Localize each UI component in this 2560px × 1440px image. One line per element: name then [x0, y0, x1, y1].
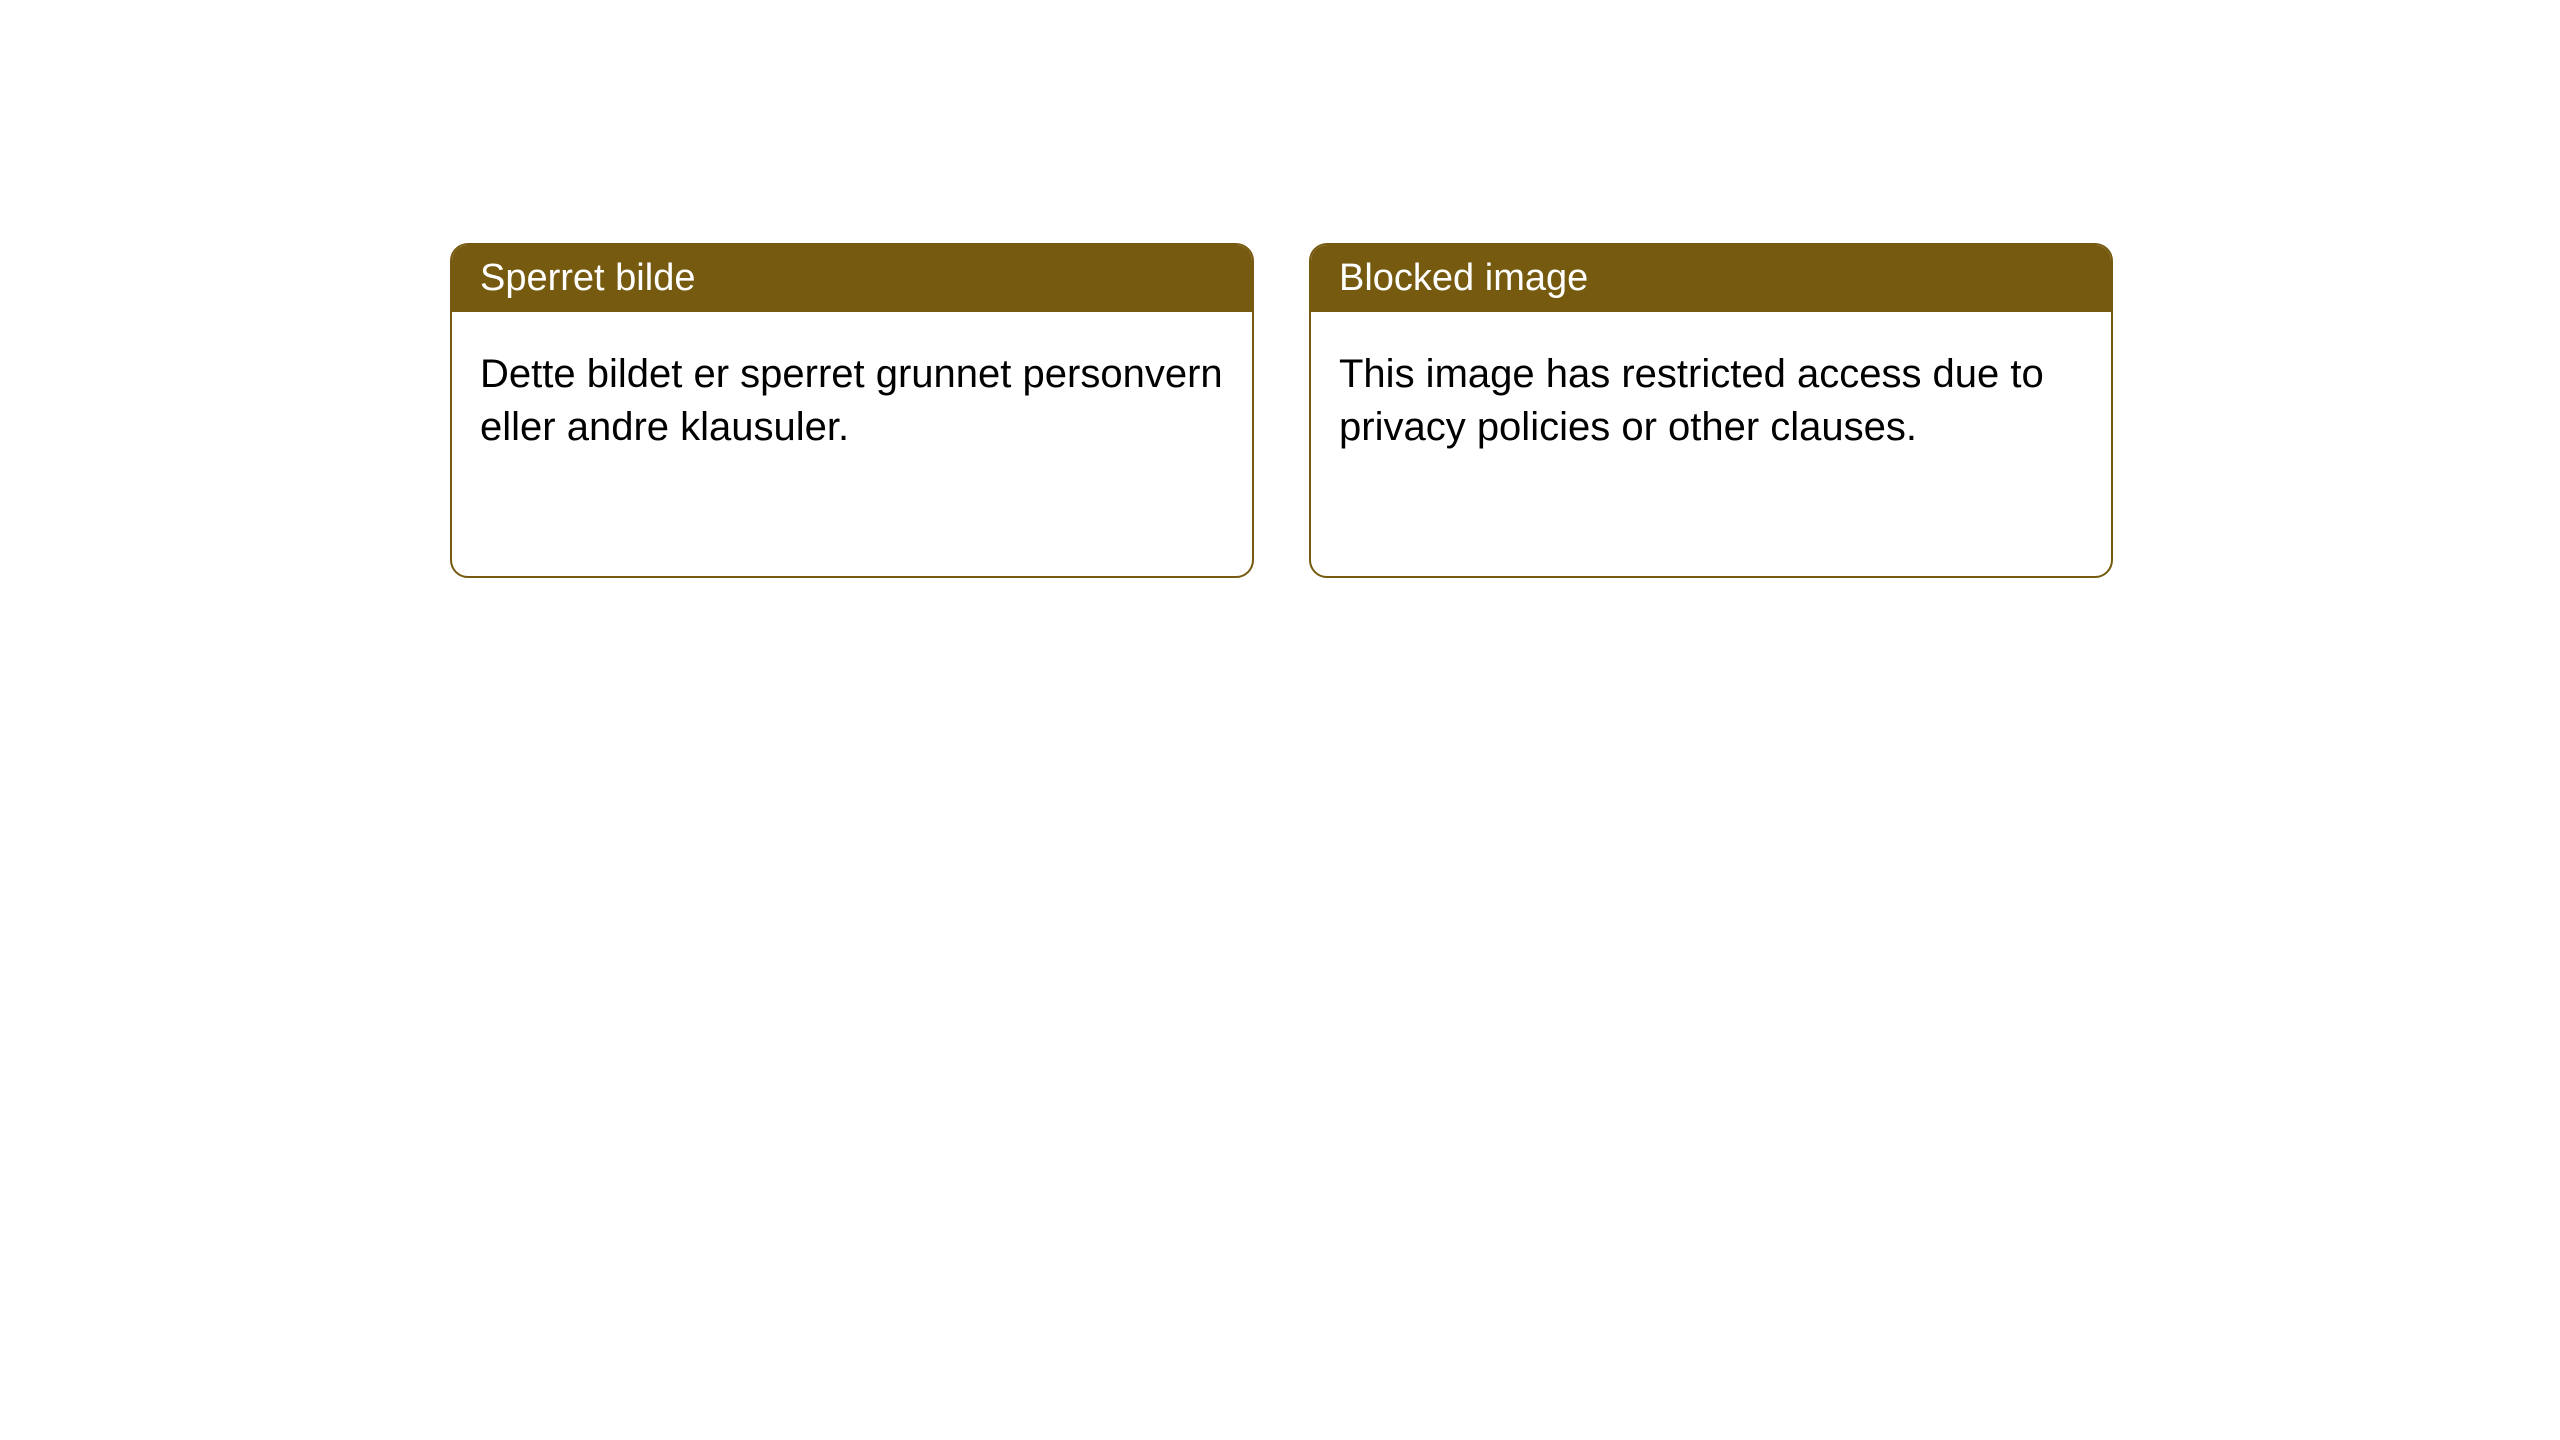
notice-title: Blocked image: [1339, 257, 1588, 299]
notice-header-english: Blocked image: [1311, 245, 2111, 312]
notice-card-english: Blocked image This image has restricted …: [1309, 243, 2113, 578]
notice-text: This image has restricted access due to …: [1339, 352, 2044, 449]
notice-card-norwegian: Sperret bilde Dette bildet er sperret gr…: [450, 243, 1254, 578]
notice-header-norwegian: Sperret bilde: [452, 245, 1252, 312]
notice-text: Dette bildet er sperret grunnet personve…: [480, 352, 1223, 449]
notice-body-english: This image has restricted access due to …: [1311, 312, 2111, 490]
notice-cards-container: Sperret bilde Dette bildet er sperret gr…: [450, 243, 2113, 578]
notice-body-norwegian: Dette bildet er sperret grunnet personve…: [452, 312, 1252, 490]
notice-title: Sperret bilde: [480, 257, 695, 299]
